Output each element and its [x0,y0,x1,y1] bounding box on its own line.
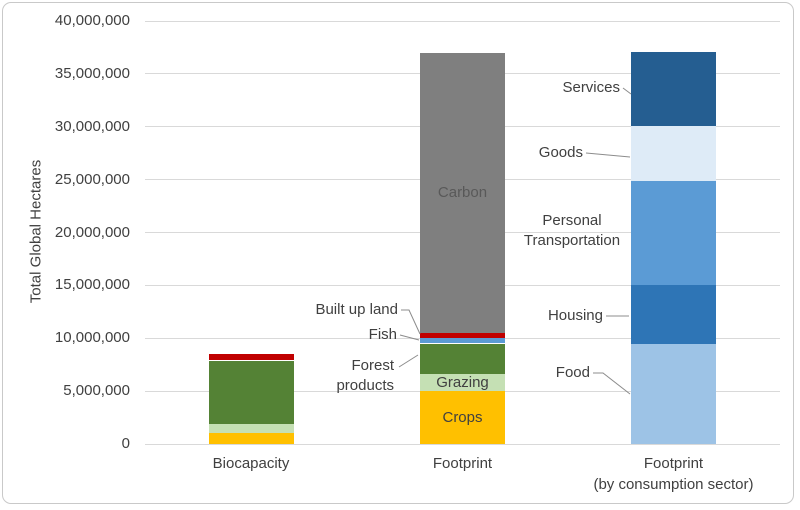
bar-segment-forest-products [420,343,505,375]
bar-segment-built-up-land [420,333,505,339]
bar-segment-personal-transportation [631,180,716,286]
category-label-biocapacity: Biocapacity [212,455,290,472]
y-tick-label: 35,000,000 [54,64,130,82]
y-tick-label: 5,000,000 [63,382,130,400]
gridline [145,443,780,445]
bar-segment-carbon: Carbon [420,52,505,333]
segment-label-crops: Crops [442,409,483,427]
y-tick-label: 30,000,000 [54,117,130,135]
bar-segment-forest-products [208,360,294,424]
category-label-footprint-by-sector: Footprint (by consumption sector) [593,455,754,493]
callout-label-built-up-land: Built up land [315,301,398,318]
callout-label-housing: Housing [547,307,603,324]
y-tick-label: 15,000,000 [54,276,130,294]
bar-segment-grazing [208,423,294,434]
bar-segment-services [631,51,716,126]
callout-label-personal-transportation: Personal Transportation [523,212,621,249]
gridline [145,20,780,22]
y-tick-label: 0 [121,435,130,452]
bar-segment-grazing: Grazing [420,374,505,391]
callout-label-forest-products: Forest products [336,357,394,394]
bar-segment-fish [420,338,505,344]
segment-label-carbon: Carbon [437,184,488,202]
y-tick-label: 40,000,000 [54,12,130,29]
bar-segment-food [631,343,716,444]
y-tick-label: 20,000,000 [54,223,130,241]
bar-segment-housing [631,285,716,344]
bar-segment-built-up-land [208,354,294,361]
callout-label-food: Food [555,364,590,381]
bar-segment-goods [631,125,716,181]
callout-label-goods: Goods [538,144,583,161]
bar-segment-crops: Crops [420,391,505,444]
category-label-footprint: Footprint [432,455,493,472]
callout-label-services: Services [562,79,620,96]
y-tick-label: 25,000,000 [54,170,130,188]
segment-label-grazing: Grazing [436,374,489,392]
chart-border [2,2,794,504]
y-tick-label: 10,000,000 [54,329,130,347]
callout-label-fish: Fish [368,326,397,343]
bar-segment-crops [208,433,294,444]
